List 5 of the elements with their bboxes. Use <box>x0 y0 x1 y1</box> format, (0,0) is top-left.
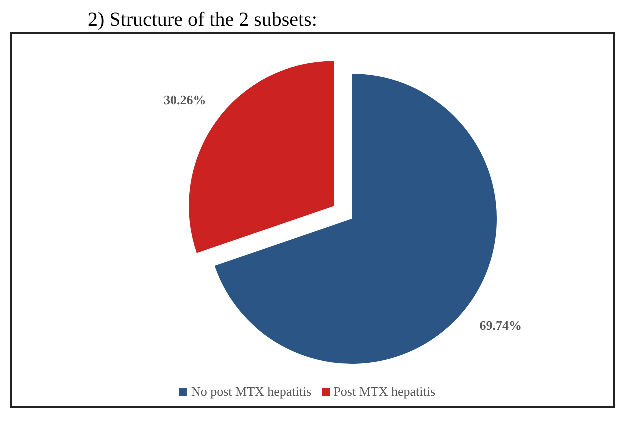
data-label: 69.74% <box>480 318 522 333</box>
chart-title: 2) Structure of the 2 subsets: <box>88 8 318 32</box>
data-label: 30.26% <box>164 92 206 108</box>
legend-label: Post MTX hepatitis <box>334 384 436 399</box>
legend-label: No post MTX hepatitis <box>191 384 312 399</box>
